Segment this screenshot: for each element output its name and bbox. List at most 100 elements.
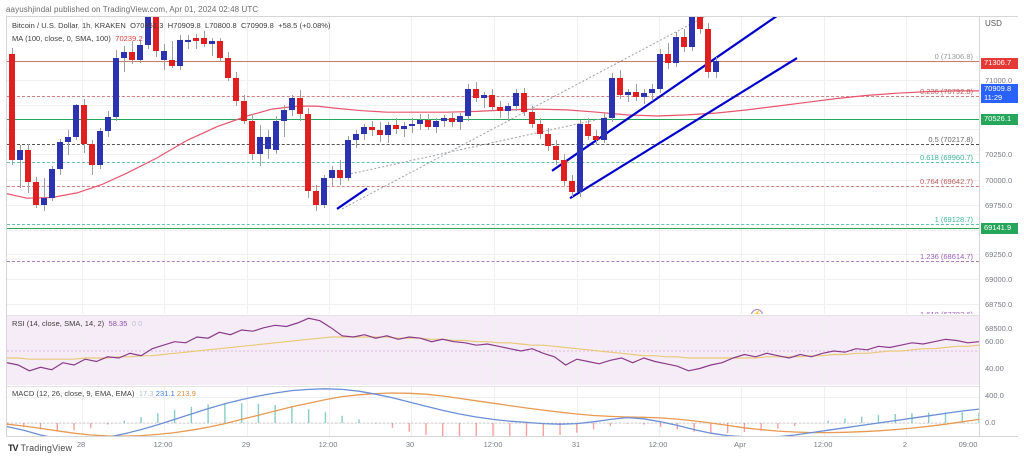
time-axis-tick: 12:00	[813, 440, 833, 449]
symbol-name: Bitcoin / U.S. Dollar	[12, 21, 78, 30]
candle-body	[169, 60, 175, 66]
rsi-scale-tick: 60.00	[985, 337, 1004, 346]
time-axis-tick: Apr	[734, 440, 746, 449]
candle-wick	[403, 122, 405, 137]
candle-body	[353, 134, 359, 141]
candle-body	[673, 36, 679, 63]
candle-body	[657, 53, 663, 89]
time-axis-tick: 31	[571, 440, 581, 449]
candle-body	[465, 88, 471, 116]
macd-legend[interactable]: MACD (12, 26, close, 9, EMA, EMA) 17.3 2…	[12, 389, 196, 398]
candle-body	[233, 77, 239, 101]
grid-line-vertical	[906, 387, 907, 437]
price-badge: 71306.7	[981, 58, 1018, 69]
candle-body	[209, 41, 215, 45]
candle-body	[545, 134, 551, 147]
lightning-icon: ⚡	[751, 309, 763, 314]
candle-body	[201, 37, 207, 45]
time-axis[interactable]: 28 12:00 29 12:00 30 12:00 31 12:00 Apr 12:00 2 09:…	[6, 436, 1018, 452]
grid-line-vertical	[741, 387, 742, 437]
candle-body	[473, 88, 479, 99]
symbol-interval: 1h	[81, 21, 91, 30]
price-scale-tick: 71000.0	[985, 76, 1013, 85]
sr-line-support-green-lower	[7, 228, 979, 229]
grid-line-horizontal	[7, 205, 979, 206]
chart-container[interactable]: 0 (71306.8) 0.236 (70792.8) 0.5 (70217.8) 0…	[6, 16, 1019, 437]
candle-body	[521, 93, 527, 113]
grid-line-vertical	[329, 316, 330, 385]
candle-body	[577, 124, 583, 193]
candle-body	[305, 114, 311, 191]
macd-pane[interactable]: MACD (12, 26, close, 9, EMA, EMA) 17.3 2…	[7, 386, 979, 437]
fib-label-1.618: 1.618 (67782.6)	[920, 310, 973, 314]
grid-line-vertical	[659, 316, 660, 385]
candle-body	[185, 39, 191, 42]
ohlc-change: +58.5 (+0.08%)	[278, 21, 331, 30]
grid-line-horizontal	[7, 129, 979, 130]
candle-body	[225, 58, 231, 78]
candle-body	[257, 137, 263, 155]
candle-wick	[483, 91, 485, 109]
grid-line-horizontal	[7, 80, 979, 81]
rsi-legend[interactable]: RSI (14, close, SMA, 14, 2) 58.35 0 0	[12, 319, 142, 328]
grid-line-vertical	[577, 316, 578, 385]
candle-wick	[43, 177, 45, 212]
fib-level-line-0.618	[7, 162, 979, 163]
macd-hist-value: 17.3	[138, 389, 154, 398]
candle-body	[321, 178, 327, 206]
rsi-value: 58.35	[108, 319, 128, 328]
price-badge: 70909.8 11:29	[981, 84, 1018, 104]
candle-body	[89, 144, 95, 165]
price-scale-tick: 69250.0	[985, 250, 1013, 259]
candle-body	[57, 141, 63, 170]
candle-body	[441, 117, 447, 122]
fib-label-1.236: 1.236 (68614.7)	[920, 252, 973, 261]
candle-body	[25, 149, 31, 183]
macd-scale-tick: 0.0	[985, 418, 996, 427]
price-badge: 70526.1	[981, 114, 1018, 125]
macd-label: MACD (12, 26, close, 9, EMA, EMA)	[12, 389, 135, 398]
price-scale-tick: 68750.0	[985, 300, 1013, 309]
tradingview-wordmark: TradingView	[20, 443, 73, 453]
candle-body	[41, 198, 47, 206]
candle-body	[33, 182, 39, 206]
grid-line-vertical	[741, 316, 742, 385]
candle-wick	[507, 103, 509, 121]
price-badge-time: 11:29	[984, 92, 1003, 102]
time-axis-tick: 12:00	[153, 440, 173, 449]
candle-body	[553, 146, 559, 161]
time-axis-tick: 09:00	[958, 440, 978, 449]
symbol-legend[interactable]: Bitcoin / U.S. Dollar, 1h, KRAKEN O70851…	[12, 21, 331, 30]
candle-body	[121, 52, 127, 59]
candle-body	[249, 120, 255, 155]
candle-body	[297, 98, 303, 115]
candle-body	[457, 116, 463, 123]
candle-body	[241, 100, 247, 121]
fib-level-line-0.5	[7, 144, 979, 145]
candle-body	[105, 116, 111, 132]
candle-body	[449, 117, 455, 123]
candle-wick	[67, 130, 69, 155]
candle-body	[289, 98, 295, 110]
candle-body	[161, 51, 167, 61]
rsi-pane[interactable]: RSI (14, close, SMA, 14, 2) 58.35 0 0	[7, 315, 979, 385]
time-axis-tick: 29	[241, 440, 251, 449]
candle-body	[49, 169, 55, 199]
fib-label-0: 0 (71306.8)	[934, 52, 973, 61]
price-scale[interactable]: USD 71000.070250.070000.069750.069500.06…	[979, 17, 1019, 437]
candle-body	[97, 131, 103, 165]
grid-line-horizontal	[7, 338, 979, 339]
price-scale-tick: 70000.0	[985, 176, 1013, 185]
candle-body	[329, 170, 335, 179]
candle-body	[489, 94, 495, 107]
macd-signal-line	[7, 392, 979, 437]
candle-body	[377, 130, 383, 136]
candle-body	[177, 39, 183, 66]
price-pane[interactable]: 0 (71306.8) 0.236 (70792.8) 0.5 (70217.8) 0…	[7, 17, 979, 314]
macd-scale-tick: 400.0	[985, 391, 1004, 400]
fib-level-line-0	[7, 61, 979, 62]
candle-body	[561, 160, 567, 182]
ma-legend[interactable]: MA (100, close, 0, SMA, 100) 70239.2	[12, 34, 143, 43]
candle-wick	[283, 104, 285, 138]
macd-line-value: 231.1	[155, 389, 175, 398]
